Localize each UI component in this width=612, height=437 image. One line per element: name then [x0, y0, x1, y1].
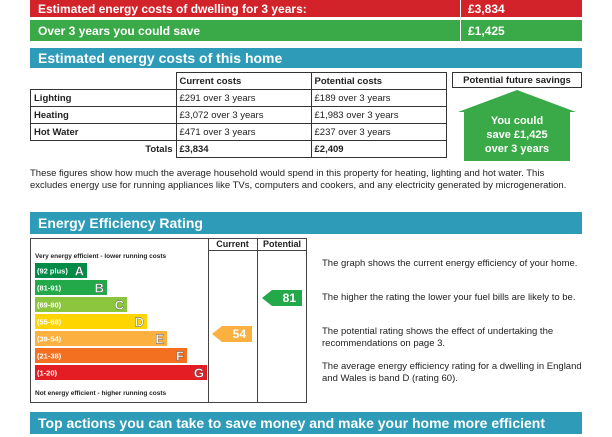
actions-section-header: Top actions you can take to save money a…: [30, 412, 582, 434]
band-letter: C: [114, 297, 124, 312]
current-rating-arrow-tip: [212, 326, 222, 342]
table-row: Lighting £291 over 3 years £189 over 3 y…: [30, 89, 447, 107]
rating-explanation-4: The average energy efficiency rating for…: [322, 361, 582, 384]
band-range: (39-54): [37, 334, 62, 343]
potential-cost-cell: £189 over 3 years: [310, 89, 447, 107]
band-letter: E: [155, 331, 164, 346]
savings-bar: Over 3 years you could save £1,425: [30, 20, 582, 41]
potential-column-header: Potential: [262, 239, 301, 249]
savings-value: £1,425: [468, 23, 505, 38]
band-range: (1-20): [37, 368, 58, 377]
current-rating-arrow: 54: [212, 326, 252, 342]
band-letter: B: [94, 280, 104, 295]
summary-divider: [460, 0, 461, 41]
costs-note: These figures show how much the average …: [30, 168, 567, 191]
row-label: Lighting: [30, 89, 177, 107]
rating-explanation-3: The potential rating shows the effect of…: [322, 326, 554, 349]
current-cost-cell: £3,072 over 3 years: [175, 106, 312, 124]
band-range: (81-91): [37, 283, 62, 292]
total-cost-bar: Estimated energy costs of dwelling for 3…: [30, 0, 582, 17]
band-range: (69-80): [37, 300, 62, 309]
potential-cost-cell: £237 over 3 years: [310, 123, 447, 141]
totals-row: Totals £3,834 £2,409: [31, 140, 447, 158]
band-range: (21-38): [37, 351, 62, 360]
savings-badge-text: You could save £1,425 over 3 years: [484, 115, 550, 155]
current-rating-value: 54: [232, 327, 246, 341]
inefficient-caption: Not energy efficient - higher running co…: [35, 390, 167, 397]
current-cost-cell: £471 over 3 years: [175, 123, 312, 141]
potential-rating-arrow-tip: [262, 290, 272, 306]
chart-divider: [257, 238, 258, 403]
rating-band-e: (39-54) E: [35, 331, 167, 346]
costs-section-header: Estimated energy costs of this home: [30, 48, 582, 68]
band-letter: A: [74, 263, 84, 278]
band-letter: F: [176, 348, 184, 363]
rating-band-f: (21-38) F: [35, 348, 187, 363]
potential-savings-header: Potential future savings: [452, 72, 582, 88]
rating-band-b: (81-91) B: [35, 280, 107, 295]
rating-band-g: (1-20) G: [35, 365, 207, 380]
band-letter: D: [134, 314, 144, 329]
row-label: Hot Water: [30, 123, 177, 141]
potential-cost-cell: £1,983 over 3 years: [310, 106, 447, 124]
costs-section-title: Estimated energy costs of this home: [38, 50, 283, 66]
band-letter: G: [193, 365, 205, 380]
efficient-caption: Very energy efficient - lower running co…: [35, 253, 167, 260]
efficiency-chart: [30, 238, 307, 403]
band-range: (92 plus): [37, 266, 68, 275]
chart-divider: [208, 238, 209, 403]
chart-divider: [208, 250, 307, 251]
table-row: Hot Water £471 over 3 years £237 over 3 …: [30, 123, 447, 141]
col-current-costs: Current costs: [175, 72, 312, 90]
rating-explanation-2: The higher the rating the lower your fue…: [322, 292, 576, 303]
totals-potential: £2,409: [310, 140, 447, 158]
potential-rating-arrow: 81: [262, 290, 302, 306]
actions-section-title: Top actions you can take to save money a…: [38, 415, 545, 431]
rating-band-c: (69-80) C: [35, 297, 127, 312]
table-row: Heating £3,072 over 3 years £1,983 over …: [30, 106, 447, 124]
savings-house-icon: You could save £1,425 over 3 years: [452, 88, 582, 163]
total-cost-label: Estimated energy costs of dwelling for 3…: [38, 1, 307, 16]
rating-section-title: Energy Efficiency Rating: [38, 215, 203, 231]
rating-section-header: Energy Efficiency Rating: [30, 212, 582, 234]
current-cost-cell: £291 over 3 years: [175, 89, 312, 107]
totals-label: Totals: [145, 143, 173, 155]
total-cost-value: £3,834: [468, 1, 505, 16]
current-column-header: Current: [216, 239, 249, 249]
totals-current: £3,834: [175, 140, 312, 158]
col-potential-costs: Potential costs: [310, 72, 447, 90]
costs-table: Current costs Potential costs Lighting £…: [30, 72, 447, 158]
rating-band-a: (92 plus) A: [35, 263, 87, 278]
band-range: (55-68): [37, 317, 62, 326]
rating-band-d: (55-68) D: [35, 314, 147, 329]
savings-label: Over 3 years you could save: [38, 23, 201, 38]
potential-rating-value: 81: [282, 291, 296, 305]
row-label: Heating: [30, 106, 177, 124]
rating-explanation-1: The graph shows the current energy effic…: [322, 258, 578, 269]
